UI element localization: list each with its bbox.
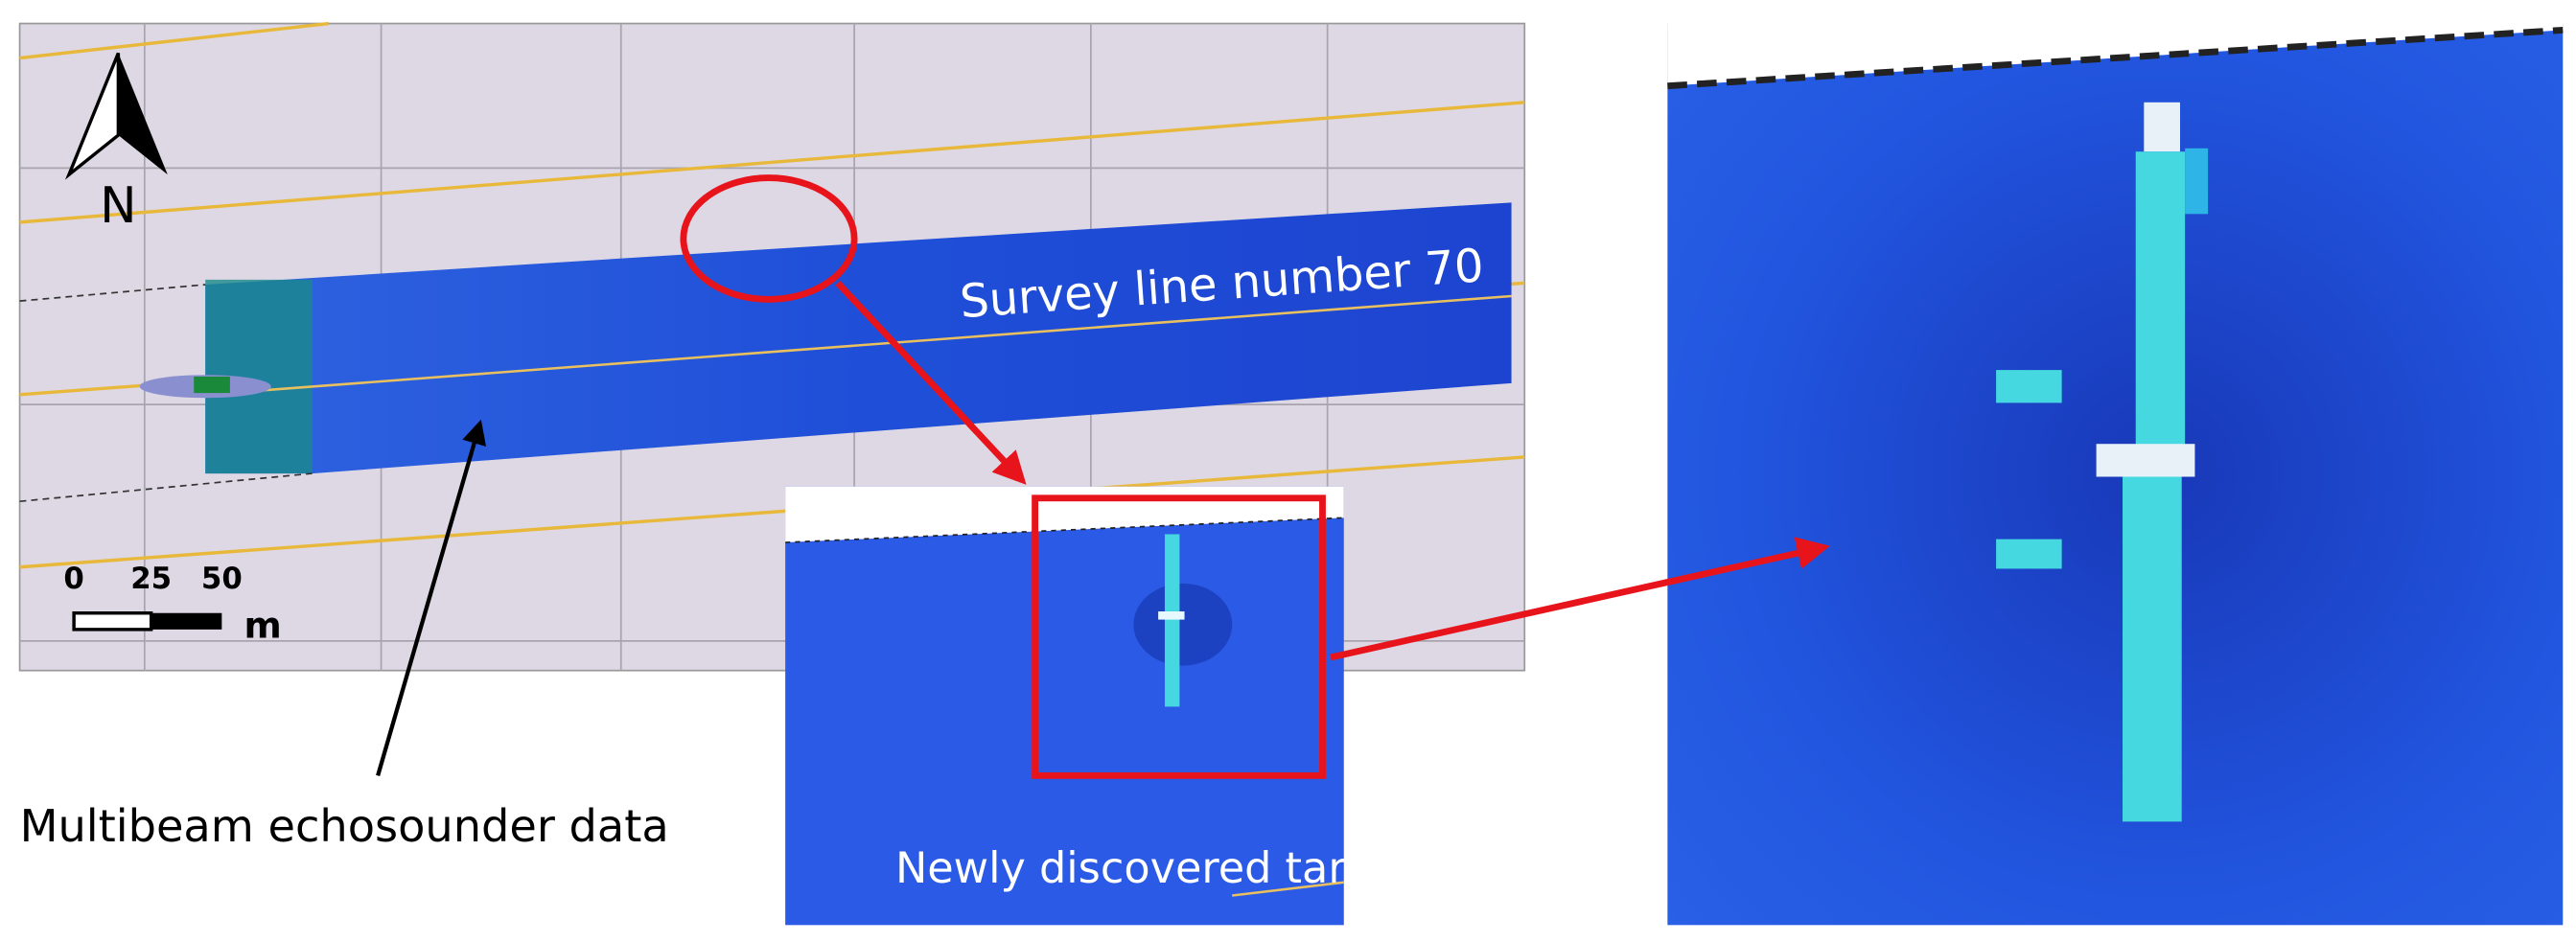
- detail-panel: [1667, 23, 2564, 926]
- data-arrow: [376, 419, 487, 776]
- vessel-bridge: [194, 376, 230, 394]
- multibeam-swath: [205, 202, 1512, 474]
- target-label: Newly discovered target: [895, 843, 1415, 893]
- callout-arrow: [1330, 537, 1830, 661]
- scale-tick: 25: [130, 562, 172, 596]
- callout-arrow: [835, 280, 1027, 485]
- zoom-background: [785, 486, 1344, 926]
- scale-unit: m: [244, 604, 282, 646]
- target-circle: [680, 174, 858, 303]
- swath-edge: [19, 284, 206, 302]
- target: [1164, 534, 1180, 707]
- target-detail: [1996, 102, 2209, 822]
- map-panel: N 0 25 50 m Survey line number 70: [18, 21, 1526, 672]
- zoom-box: [1032, 494, 1326, 779]
- scale-tick: 50: [201, 562, 243, 596]
- scale-bar: 0 25 50 m: [63, 562, 281, 646]
- swath-edge: [19, 472, 313, 503]
- line-70: [205, 294, 1512, 397]
- scale-tick: 0: [63, 562, 83, 596]
- zoom-panel: Newly discovered target: [785, 486, 1415, 926]
- north-label: N: [100, 177, 136, 235]
- data-label: Multibeam echosounder data: [20, 800, 669, 852]
